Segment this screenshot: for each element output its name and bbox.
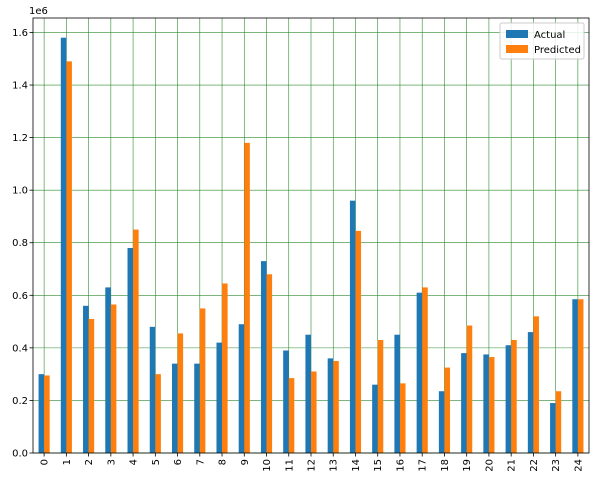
x-tick-label: 2 xyxy=(84,459,95,465)
x-tick-label: 18 xyxy=(440,459,451,472)
y-tick-label: 0.4 xyxy=(12,343,28,354)
x-tick-label: 6 xyxy=(173,459,184,465)
bar-predicted-23 xyxy=(555,391,562,453)
bar-actual-3 xyxy=(105,287,111,453)
bar-actual-10 xyxy=(260,261,267,453)
x-tick-label: 3 xyxy=(106,459,117,465)
bar-actual-11 xyxy=(283,350,289,453)
bar-predicted-7 xyxy=(199,308,206,453)
bar-predicted-0 xyxy=(44,375,50,453)
x-tick-label: 17 xyxy=(418,459,429,472)
bar-predicted-16 xyxy=(399,383,406,453)
bar-actual-6 xyxy=(172,363,178,453)
bar-actual-14 xyxy=(349,200,356,453)
bar-predicted-19 xyxy=(466,325,473,453)
bar-actual-15 xyxy=(372,384,378,453)
x-tick-label: 1 xyxy=(62,459,73,465)
bar-actual-23 xyxy=(550,403,556,453)
x-tick-label: 0 xyxy=(40,459,51,465)
x-tick-label: 24 xyxy=(573,459,584,472)
y-tick-label: 0.8 xyxy=(12,238,28,249)
y-tick-label: 1.0 xyxy=(12,186,28,197)
legend-label-predicted: Predicted xyxy=(534,45,581,56)
bar-actual-22 xyxy=(527,332,534,453)
bar-predicted-9 xyxy=(244,142,250,453)
bar-actual-12 xyxy=(305,334,311,453)
bar-predicted-14 xyxy=(355,230,362,453)
bar-actual-2 xyxy=(83,305,89,453)
bar-predicted-8 xyxy=(222,283,228,453)
x-tick-label: 5 xyxy=(151,459,162,465)
bar-predicted-15 xyxy=(377,339,384,453)
bar-predicted-2 xyxy=(88,318,95,453)
bar-predicted-12 xyxy=(311,371,317,453)
x-tick-label: 16 xyxy=(395,459,406,472)
bars xyxy=(38,37,584,454)
x-tick-label: 7 xyxy=(195,459,206,465)
y-tick-label: 0.2 xyxy=(12,396,28,407)
y-scale-label: 1e6 xyxy=(29,6,48,17)
bar-actual-4 xyxy=(127,247,134,453)
bar-actual-0 xyxy=(38,374,45,453)
bar-predicted-5 xyxy=(155,374,161,453)
x-tick-label: 22 xyxy=(529,459,540,472)
y-axis: 0.0 0.2 0.4 0.6 0.8 1.0 1.2 1.4 1.6 xyxy=(12,28,33,460)
bar-actual-16 xyxy=(394,334,400,453)
bar-predicted-11 xyxy=(288,378,295,453)
x-tick-label: 12 xyxy=(307,459,318,472)
y-tick-label: 1.6 xyxy=(12,28,28,39)
x-tick-label: 9 xyxy=(240,459,251,465)
y-tick-label: 1.4 xyxy=(12,81,28,92)
x-tick-label: 11 xyxy=(284,459,295,472)
bar-actual-9 xyxy=(238,324,245,453)
bar-actual-19 xyxy=(461,353,467,453)
x-tick-label: 15 xyxy=(373,459,384,472)
legend-label-actual: Actual xyxy=(534,30,565,41)
bar-predicted-1 xyxy=(66,61,72,453)
bar-predicted-18 xyxy=(444,367,450,453)
bar-actual-20 xyxy=(483,354,489,453)
legend-swatch-actual xyxy=(506,30,528,38)
bar-actual-18 xyxy=(438,391,445,453)
y-tick-label: 0.0 xyxy=(12,449,28,460)
x-tick-label: 4 xyxy=(129,459,140,465)
bar-actual-8 xyxy=(216,342,223,453)
bar-predicted-17 xyxy=(422,287,428,453)
bar-actual-13 xyxy=(327,358,334,453)
bar-predicted-20 xyxy=(488,357,495,453)
bar-predicted-21 xyxy=(511,339,517,453)
bar-actual-24 xyxy=(572,299,578,453)
bar-actual-17 xyxy=(416,292,423,453)
x-tick-label: 14 xyxy=(351,459,362,472)
x-tick-label: 19 xyxy=(462,459,473,472)
bar-actual-1 xyxy=(60,37,67,454)
x-tick-label: 10 xyxy=(262,459,273,472)
y-tick-label: 0.6 xyxy=(12,291,28,302)
x-tick-label: 21 xyxy=(507,459,518,472)
bar-predicted-6 xyxy=(177,333,184,453)
x-tick-label: 20 xyxy=(484,459,495,472)
bar-predicted-22 xyxy=(533,316,539,453)
bar-predicted-13 xyxy=(333,361,339,453)
legend: Actual Predicted xyxy=(499,22,585,60)
y-tick-label: 1.2 xyxy=(12,133,28,144)
x-tick-label: 8 xyxy=(218,459,229,465)
bar-predicted-4 xyxy=(133,229,139,453)
bar-predicted-3 xyxy=(110,304,117,453)
x-tick-label: 23 xyxy=(551,459,562,472)
bar-actual-5 xyxy=(149,326,156,453)
bar-predicted-24 xyxy=(577,299,584,453)
bar-actual-21 xyxy=(505,345,512,453)
x-tick-label: 13 xyxy=(329,459,340,472)
legend-swatch-predicted xyxy=(506,45,528,53)
x-axis: 0 1 2 3 4 5 6 7 8 9 10 11 12 13 14 15 16 17 18 19 20 21 22 23 24 xyxy=(40,453,584,472)
bar-predicted-10 xyxy=(266,274,273,453)
bar-actual-7 xyxy=(194,363,200,453)
